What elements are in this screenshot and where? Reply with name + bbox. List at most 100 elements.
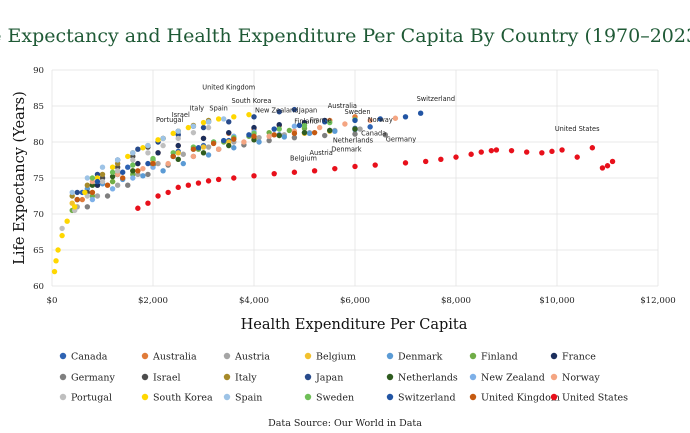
point-austria [205, 144, 212, 150]
annotation-label: Switzerland [417, 95, 455, 103]
y-tick-label: 70 [33, 210, 44, 220]
point-italy [84, 182, 91, 188]
point-netherlands [130, 168, 136, 174]
legend-label-israel: Israel [153, 373, 181, 384]
point-germany [382, 132, 388, 138]
point-japan [276, 109, 282, 115]
point-france [155, 150, 161, 156]
annotation-label: Canada [361, 130, 386, 138]
point-france [135, 160, 141, 167]
series-united-states [135, 145, 616, 211]
point-united-states [145, 200, 151, 206]
y-tick-label: 75 [33, 174, 44, 184]
point-united-states [599, 165, 606, 171]
point-south-korea [246, 111, 252, 118]
annotation-label: Italy [190, 104, 204, 112]
legend-label-austria: Austria [234, 352, 270, 363]
annotation-label: United States [555, 125, 600, 133]
annotation-label: Austria [310, 149, 333, 157]
legend-marker-south-korea [141, 393, 149, 401]
point-netherlands [276, 132, 282, 139]
annotation-label: Spain [209, 104, 227, 112]
point-portugal [130, 157, 136, 163]
point-netherlands [226, 142, 232, 149]
point-japan [74, 189, 80, 196]
point-austria [155, 160, 161, 167]
annotation-label: Portugal [156, 116, 183, 124]
point-germany [125, 182, 131, 188]
point-united-states [135, 205, 141, 211]
series-japan [74, 106, 298, 196]
point-united-states [508, 147, 515, 154]
x-tick-label: $6,000 [340, 296, 370, 306]
point-sweden [276, 126, 282, 132]
point-denmark [281, 134, 287, 140]
point-germany [145, 171, 151, 178]
point-sweden [130, 162, 136, 168]
point-sweden [89, 175, 96, 181]
legend-label-canada: Canada [71, 352, 108, 363]
point-united-kingdom [170, 153, 176, 160]
point-united-states [271, 170, 277, 177]
point-united-states [589, 145, 596, 151]
chart-title: Life Expectancy and Health Expenditure P… [0, 25, 690, 47]
point-united-kingdom [89, 189, 96, 196]
y-axis-title: Life Expectancy (Years) [12, 91, 28, 265]
point-new-zealand [109, 186, 116, 192]
point-france [276, 122, 282, 128]
x-tick-label: $8,000 [441, 296, 471, 306]
point-denmark [205, 152, 212, 158]
legend: Canada Australia Austria Belgium Denmark Finl… [59, 352, 628, 404]
point-netherlands [327, 127, 333, 134]
point-united-kingdom [104, 182, 111, 188]
point-united-states [438, 156, 444, 162]
point-united-states [332, 165, 338, 172]
point-switzerland [296, 122, 303, 129]
point-netherlands [175, 156, 181, 162]
point-norway [190, 153, 197, 160]
point-norway [392, 115, 399, 121]
point-portugal [190, 129, 197, 136]
point-norway [140, 165, 146, 172]
point-united-states [205, 178, 212, 184]
point-norway [266, 133, 272, 139]
point-switzerland [246, 132, 252, 138]
point-netherlands [301, 129, 308, 136]
point-united-states [251, 173, 257, 179]
annotation-label: Netherlands [333, 137, 374, 145]
point-united-states [215, 176, 222, 183]
series-united-kingdom [74, 129, 318, 203]
point-south-korea [215, 116, 222, 122]
y-tick-label: 85 [33, 102, 44, 112]
x-axis-ticks: $0 $2,000 $4,000 $6,000 $8,000 $10,000 $12,000 [47, 296, 676, 306]
point-belgium [175, 150, 181, 156]
point-japan [135, 146, 141, 152]
legend-marker-sweden [304, 393, 312, 401]
point-norway [241, 139, 247, 145]
point-switzerland [322, 119, 328, 125]
legend-label-switzerland: Switzerland [398, 393, 456, 404]
legend-marker-spain [223, 393, 231, 401]
point-austria [94, 193, 101, 199]
point-south-korea [140, 145, 146, 151]
point-netherlands [352, 126, 358, 132]
point-netherlands [200, 150, 207, 156]
series-spain [69, 116, 227, 196]
point-portugal [145, 150, 151, 156]
legend-label-germany: Germany [71, 373, 116, 384]
point-japan [251, 114, 257, 120]
point-south-korea [53, 258, 59, 264]
point-portugal [114, 168, 121, 174]
point-united-states [468, 151, 474, 157]
annotation-label: Israel [172, 111, 190, 119]
legend-marker-france [550, 352, 558, 360]
point-austria [180, 151, 186, 157]
annotation-label: Finland [294, 117, 318, 125]
point-portugal [59, 225, 65, 232]
legend-marker-austria [223, 352, 231, 360]
point-united-kingdom [150, 160, 156, 167]
point-south-korea [59, 232, 65, 239]
point-australia [79, 196, 86, 203]
point-united-states [195, 180, 202, 186]
point-austria [114, 182, 121, 188]
